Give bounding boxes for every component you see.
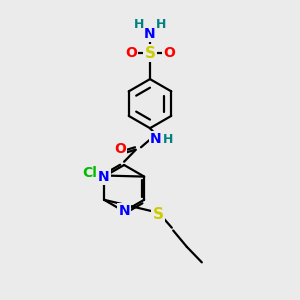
Text: N: N bbox=[144, 27, 156, 41]
Text: N: N bbox=[150, 132, 161, 146]
Text: S: S bbox=[153, 207, 164, 222]
Text: O: O bbox=[114, 142, 126, 156]
Text: N: N bbox=[118, 204, 130, 218]
Text: Cl: Cl bbox=[82, 166, 98, 180]
Text: N: N bbox=[98, 169, 110, 184]
Text: H: H bbox=[156, 18, 166, 31]
Text: O: O bbox=[125, 46, 137, 60]
Text: H: H bbox=[163, 133, 173, 146]
Text: H: H bbox=[134, 18, 144, 31]
Text: O: O bbox=[163, 46, 175, 60]
Text: S: S bbox=[145, 46, 155, 61]
